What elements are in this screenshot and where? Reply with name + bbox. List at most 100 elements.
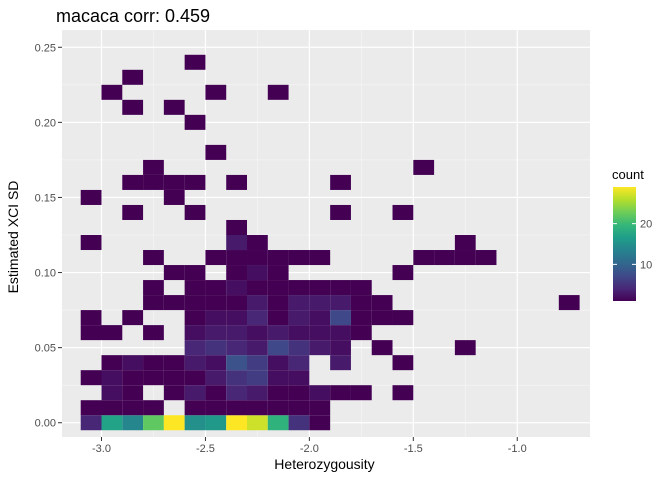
heatmap-bin	[267, 250, 289, 266]
heatmap-bin	[205, 415, 227, 431]
y-tick-label: 0.20	[35, 117, 56, 129]
heatmap-bin	[350, 385, 372, 401]
heatmap-bin	[226, 250, 248, 266]
heatmap-bin	[80, 235, 102, 251]
heatmap-bin	[122, 400, 144, 416]
heatmap-bin	[288, 340, 310, 356]
heatmap-bin	[309, 340, 331, 356]
heatmap-bin	[454, 250, 476, 266]
heatmap-bin	[122, 204, 144, 220]
heatmap-bin	[226, 174, 248, 190]
heatmap-bin	[226, 370, 248, 386]
heatmap-bin	[163, 295, 185, 311]
heatmap-bin	[247, 385, 268, 401]
heatmap-bin	[267, 280, 289, 296]
heatmap-bin	[267, 325, 289, 341]
heatmap-bin	[184, 310, 206, 326]
heatmap-bin	[80, 189, 102, 205]
heatmap-bin	[267, 340, 289, 356]
heatmap-bin	[143, 250, 164, 266]
heatmap-bin	[247, 280, 268, 296]
heatmap-bin	[163, 370, 185, 386]
heatmap-bin	[163, 265, 185, 281]
heatmap-bin	[247, 265, 268, 281]
heatmap-bin	[454, 235, 476, 251]
heatmap-bin	[122, 99, 144, 115]
heatmap-bin	[288, 325, 310, 341]
heatmap-bin	[247, 250, 268, 266]
heatmap-bin	[247, 355, 268, 371]
x-tick-label: -2.5	[196, 443, 215, 455]
heatmap-bin	[184, 415, 206, 431]
heatmap-bin	[184, 114, 206, 130]
heatmap-bin	[288, 400, 310, 416]
heatmap-bin	[413, 250, 435, 266]
heatmap-bin	[226, 400, 248, 416]
heatmap-bin	[205, 280, 227, 296]
heatmap-bin	[80, 325, 102, 341]
heatmap-bin	[184, 54, 206, 70]
heatmap-bin	[247, 370, 268, 386]
heatmap-bins	[80, 54, 580, 431]
heatmap-bin	[392, 204, 414, 220]
heatmap-bin	[205, 84, 227, 100]
legend-colorbar	[613, 187, 636, 301]
heatmap-bin	[330, 204, 351, 220]
y-tick-label: 0.25	[35, 42, 56, 54]
heatmap-bin	[330, 325, 351, 341]
heatmap-bin	[101, 415, 123, 431]
heatmap-bin	[205, 325, 227, 341]
heatmap-bin	[267, 295, 289, 311]
heatmap-bin	[392, 355, 414, 371]
heatmap-bin	[330, 355, 351, 371]
heatmap-bin	[101, 400, 123, 416]
legend-title: count	[612, 167, 644, 182]
heatmap-bin	[226, 310, 248, 326]
heatmap-bin	[267, 415, 289, 431]
heatmap-bin	[143, 280, 164, 296]
heatmap-bin	[143, 159, 164, 175]
heatmap-bin	[101, 385, 123, 401]
heatmap-bin	[309, 325, 331, 341]
heatmap-bin	[247, 235, 268, 251]
heatmap-bin	[143, 415, 164, 431]
x-axis: -3.0 -2.5 -2.0 -1.5 -1.0	[92, 437, 527, 455]
heatmap-bin	[247, 310, 268, 326]
heatmap-bin	[205, 340, 227, 356]
heatmap-bin	[309, 280, 331, 296]
heatmap-bin	[267, 370, 289, 386]
heatmap-bin	[205, 400, 227, 416]
heatmap-bin	[184, 280, 206, 296]
y-tick-label: 0.10	[35, 268, 56, 280]
heatmap-bin	[80, 370, 102, 386]
heatmap-bin	[122, 69, 144, 85]
heatmap-bin	[143, 174, 164, 190]
heatmap-bin	[163, 355, 185, 371]
heatmap-bin	[184, 400, 206, 416]
heatmap-bin	[267, 84, 289, 100]
heatmap-bin	[122, 370, 144, 386]
heatmap-bin	[309, 295, 331, 311]
heatmap-bin	[330, 340, 351, 356]
heatmap-bin	[184, 325, 206, 341]
legend-tick-label: 20	[640, 219, 652, 231]
heatmap-bin	[226, 235, 248, 251]
heatmap-bin	[184, 265, 206, 281]
heatmap-bin	[205, 385, 227, 401]
heatmap-bin	[288, 385, 310, 401]
heatmap-bin	[247, 340, 268, 356]
y-tick-label: 0.15	[35, 192, 56, 204]
heatmap-bin	[247, 415, 268, 431]
heatmap-bin	[330, 280, 351, 296]
heatmap-bin	[226, 340, 248, 356]
heatmap-bin	[267, 310, 289, 326]
heatmap-bin	[288, 415, 310, 431]
heatmap-bin	[350, 325, 372, 341]
heatmap-bin	[371, 310, 393, 326]
heatmap-bin	[330, 174, 351, 190]
heatmap-bin	[122, 355, 144, 371]
heatmap-bin	[330, 310, 351, 326]
chart-title: macaca corr: 0.459	[56, 6, 210, 26]
heatmap-bin	[392, 310, 414, 326]
heatmap-bin	[226, 265, 248, 281]
